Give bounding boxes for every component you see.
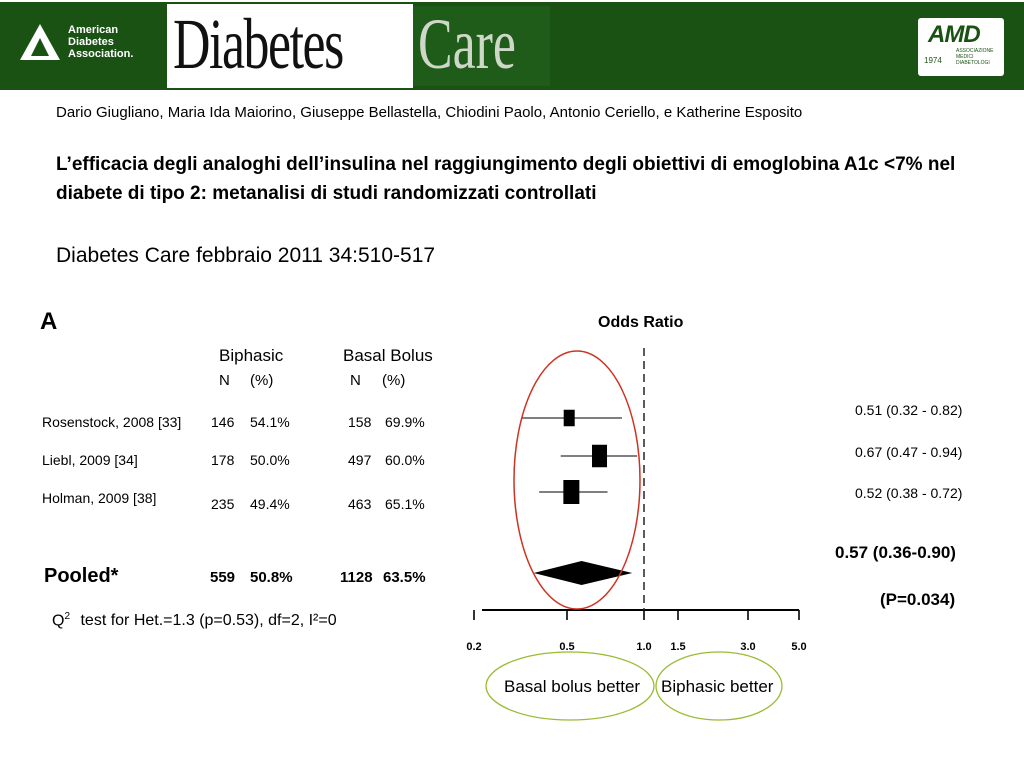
study-biphasic-n: 146 — [211, 414, 235, 430]
citation: Diabetes Care febbraio 2011 34:510-517 — [56, 244, 436, 267]
het-sup: 2 — [64, 611, 71, 622]
study-label: Rosenstock, 2008 [33] — [42, 414, 182, 430]
x-tick-label: 0.2 — [466, 641, 481, 653]
header-biphasic-pct: (%) — [250, 372, 274, 389]
amd-logo-text: AMD — [928, 21, 981, 48]
odds-ratio-title: Odds Ratio — [598, 314, 684, 331]
x-tick-label: 0.5 — [559, 641, 574, 653]
pooled-basal-pct: 63.5% — [383, 569, 426, 586]
pooled-label: Pooled* — [44, 565, 119, 587]
ada-logo-text: American Diabetes Association. — [68, 24, 133, 60]
journal-logo-care: Care — [418, 4, 516, 84]
study-basal-pct: 65.1% — [385, 496, 425, 512]
ada-line-2: Diabetes — [68, 36, 114, 48]
study-point-square — [592, 444, 608, 468]
favours-left-label: Basal bolus better — [504, 677, 641, 696]
favours-right-label: Biphasic better — [661, 677, 774, 696]
x-tick-label: 1.0 — [636, 641, 651, 653]
ada-triangle-icon — [20, 24, 60, 60]
ada-line-3: Association. — [68, 48, 134, 60]
header-biphasic: Biphasic — [219, 346, 284, 365]
journal-logo-box — [167, 4, 413, 88]
highlight-ellipse — [513, 350, 641, 610]
pooled-p-value: (P=0.034) — [880, 590, 956, 609]
amd-logo: AMD 1974 ASSOCIAZIONE MEDICI DIABETOLOGI — [918, 18, 1004, 76]
pooled-basal-n: 1128 — [340, 569, 373, 586]
het-q: Q — [52, 612, 65, 630]
study-or-text: 0.52 (0.38 - 0.72) — [855, 485, 963, 501]
study-biphasic-pct: 50.0% — [250, 452, 290, 468]
pooled-diamond — [533, 561, 633, 585]
pooled-biphasic-pct: 50.8% — [250, 569, 293, 586]
study-basal-n: 463 — [348, 496, 372, 512]
ada-line-1: American — [68, 24, 119, 36]
study-biphasic-pct: 54.1% — [250, 414, 290, 430]
panel-label: A — [40, 308, 58, 335]
study-point-square — [563, 409, 575, 427]
ada-logo: American Diabetes Association. — [18, 22, 133, 62]
amd-sub-2: MEDICI — [956, 54, 974, 60]
study-basal-n: 497 — [348, 452, 372, 468]
study-point-square — [563, 480, 580, 504]
header-bar: American Diabetes Association. Diabetes … — [0, 0, 1024, 92]
article-title: L’efficacia degli analoghi dell’insulina… — [56, 154, 956, 204]
amd-sub-1: ASSOCIAZIONE — [956, 48, 994, 54]
study-biphasic-n: 178 — [211, 452, 235, 468]
amd-year: 1974 — [924, 56, 942, 65]
het-test: Q2 test for Het.=1.3 (p=0.53), df=2, I²=… — [52, 611, 337, 630]
study-biphasic-pct: 49.4% — [250, 496, 290, 512]
x-tick-label: 5.0 — [791, 641, 806, 653]
study-or-text: 0.51 (0.32 - 0.82) — [855, 402, 963, 418]
authors: Dario Giugliano, Maria Ida Maiorino, Giu… — [56, 104, 803, 121]
study-basal-pct: 69.9% — [385, 414, 425, 430]
x-tick-label: 1.5 — [670, 641, 685, 653]
journal-logo-diabetes: Diabetes — [173, 4, 344, 84]
study-biphasic-n: 235 — [211, 496, 235, 512]
journal-logo-care-box — [413, 6, 550, 86]
study-basal-n: 158 — [348, 414, 372, 430]
study-label: Holman, 2009 [38] — [42, 490, 157, 506]
favours-left-ellipse — [485, 651, 655, 721]
study-or-text: 0.67 (0.47 - 0.94) — [855, 444, 963, 460]
study-basal-pct: 60.0% — [385, 452, 425, 468]
study-label: Liebl, 2009 [34] — [42, 452, 138, 468]
header-basal-n: N — [350, 372, 361, 389]
amd-sub-3: DIABETOLOGI — [956, 60, 990, 66]
amd-subtitle: ASSOCIAZIONE MEDICI DIABETOLOGI — [956, 48, 994, 66]
pooled-or-text: 0.57 (0.36-0.90) — [835, 543, 956, 562]
header-basal: Basal Bolus — [343, 346, 433, 365]
header-biphasic-n: N — [219, 372, 230, 389]
x-tick-label: 3.0 — [740, 641, 755, 653]
het-text: test for Het.=1.3 (p=0.53), df=2, I²=0 — [80, 612, 337, 630]
favours-right-ellipse — [655, 651, 783, 721]
pooled-biphasic-n: 559 — [210, 569, 236, 586]
header-basal-pct: (%) — [382, 372, 406, 389]
